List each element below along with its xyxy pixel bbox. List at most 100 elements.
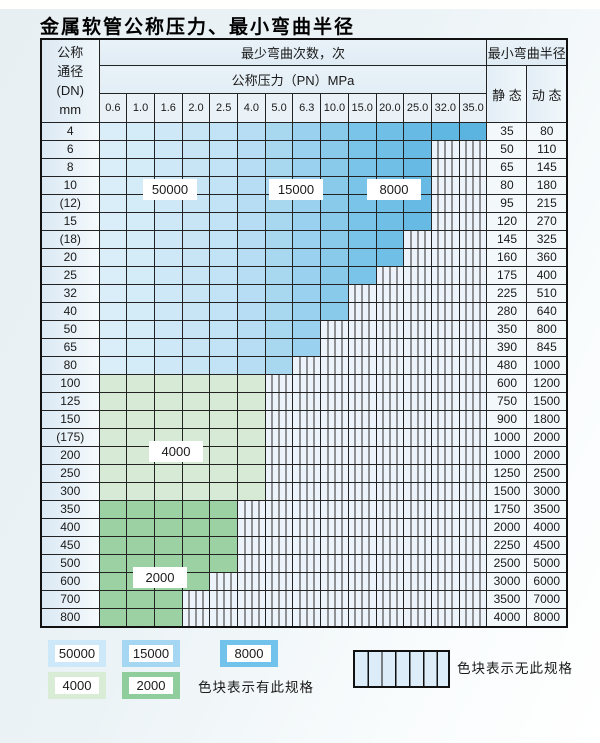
no-spec-cell: [403, 590, 432, 609]
cycles-label-50000: 50000: [143, 179, 197, 200]
table-row: 800 4000 8000: [40, 608, 568, 628]
dn-cell: 15: [40, 212, 100, 231]
scan-top-strip: [0, 0, 600, 9]
spec-cell: [126, 374, 155, 393]
spec-cell: [209, 428, 239, 447]
dynamic-value: 845: [526, 338, 568, 357]
no-spec-cell: [292, 536, 322, 555]
no-spec-cell: [430, 608, 460, 628]
no-spec-cell: [403, 410, 432, 429]
spec-cell: [98, 554, 128, 573]
dynamic-value: 3500: [526, 500, 568, 519]
no-spec-cell: [209, 590, 239, 609]
dynamic-value: 215: [526, 194, 568, 213]
spec-cell: [237, 122, 266, 141]
pressure-span-header: 公称压力（PN）MPa: [98, 65, 488, 94]
no-spec-cell: [430, 230, 460, 249]
no-spec-cell: [292, 518, 322, 537]
no-spec-cell: [320, 446, 349, 465]
no-spec-cell: [347, 554, 377, 573]
no-spec-cell: [375, 374, 405, 393]
no-spec-cell: [347, 284, 377, 303]
no-spec-cell: [320, 536, 349, 555]
no-spec-cell: [264, 554, 294, 573]
dynamic-value: 7000: [526, 590, 568, 609]
spec-cell: [209, 140, 239, 159]
spec-table: 公称 通径 (DN) mm 最少弯曲次数，次 最小弯曲半径 公称压力（PN）MP…: [40, 38, 568, 628]
spec-cell: [320, 284, 349, 303]
no-spec-cell: [430, 140, 460, 159]
no-spec-cell: [347, 518, 377, 537]
static-value: 600: [486, 374, 528, 393]
spec-cell: [153, 392, 183, 411]
spec-cell: [209, 482, 239, 501]
no-spec-cell: [320, 518, 349, 537]
spec-cell: [320, 302, 349, 321]
legend-swatch-label: 2000: [129, 677, 173, 694]
no-spec-cell: [237, 572, 266, 591]
spec-cell: [320, 266, 349, 285]
spec-table-wrap: 公称 通径 (DN) mm 最少弯曲次数，次 最小弯曲半径 公称压力（PN）MP…: [40, 38, 568, 628]
no-spec-cell: [430, 464, 460, 483]
spec-cell: [98, 284, 128, 303]
spec-cell: [98, 158, 128, 177]
spec-cell: [181, 464, 211, 483]
spec-cell: [320, 140, 349, 159]
dynamic-value: 8000: [526, 608, 568, 628]
no-spec-cell: [403, 572, 432, 591]
spec-cell: [209, 392, 239, 411]
spec-cell: [209, 212, 239, 231]
spec-cell: [375, 158, 405, 177]
spec-cell: [264, 356, 294, 375]
dynamic-header: 动 态: [526, 65, 568, 123]
static-value: 350: [486, 320, 528, 339]
spec-cell: [237, 374, 266, 393]
static-value: 390: [486, 338, 528, 357]
dynamic-value: 360: [526, 248, 568, 267]
spec-cell: [181, 140, 211, 159]
spec-cell: [181, 212, 211, 231]
spec-cell: [292, 122, 322, 141]
static-value: 3500: [486, 590, 528, 609]
table-row: 300 1500 3000: [40, 482, 568, 501]
spec-cell: [126, 608, 155, 628]
page-title: 金属软管公称压力、最小弯曲半径: [40, 16, 356, 38]
spec-cell: [237, 302, 266, 321]
table-row: 600 3000 6000: [40, 572, 568, 591]
spec-cell: [98, 356, 128, 375]
spec-cell: [237, 410, 266, 429]
no-spec-cell: [375, 518, 405, 537]
no-spec-cell: [430, 482, 460, 501]
no-spec-cell: [347, 464, 377, 483]
no-spec-cell: [264, 518, 294, 537]
no-spec-cell: [292, 590, 322, 609]
no-spec-cell: [430, 410, 460, 429]
pressure-col-header: 5.0: [264, 93, 294, 123]
pressure-col-header: 2.5: [209, 93, 239, 123]
no-spec-cell: [458, 572, 488, 591]
no-spec-cell: [403, 230, 432, 249]
table-row: 20 160 360: [40, 248, 568, 267]
spec-cell: [209, 338, 239, 357]
spec-cell: [237, 194, 266, 213]
dynamic-value: 4000: [526, 518, 568, 537]
no-spec-cell: [458, 500, 488, 519]
spec-cell: [153, 608, 183, 628]
static-value: 160: [486, 248, 528, 267]
no-spec-cell: [264, 572, 294, 591]
dn-cell: 8: [40, 158, 100, 177]
spec-cell: [375, 212, 405, 231]
spec-cell: [237, 176, 266, 195]
spec-cell: [126, 338, 155, 357]
no-spec-cell: [430, 536, 460, 555]
spec-cell: [347, 140, 377, 159]
no-spec-cell: [209, 608, 239, 628]
spec-cell: [126, 464, 155, 483]
spec-cell: [237, 338, 266, 357]
spec-cell: [126, 410, 155, 429]
no-spec-cell: [181, 590, 211, 609]
spec-cell: [181, 248, 211, 267]
no-spec-cell: [375, 554, 405, 573]
spec-cell: [98, 266, 128, 285]
dynamic-value: 6000: [526, 572, 568, 591]
